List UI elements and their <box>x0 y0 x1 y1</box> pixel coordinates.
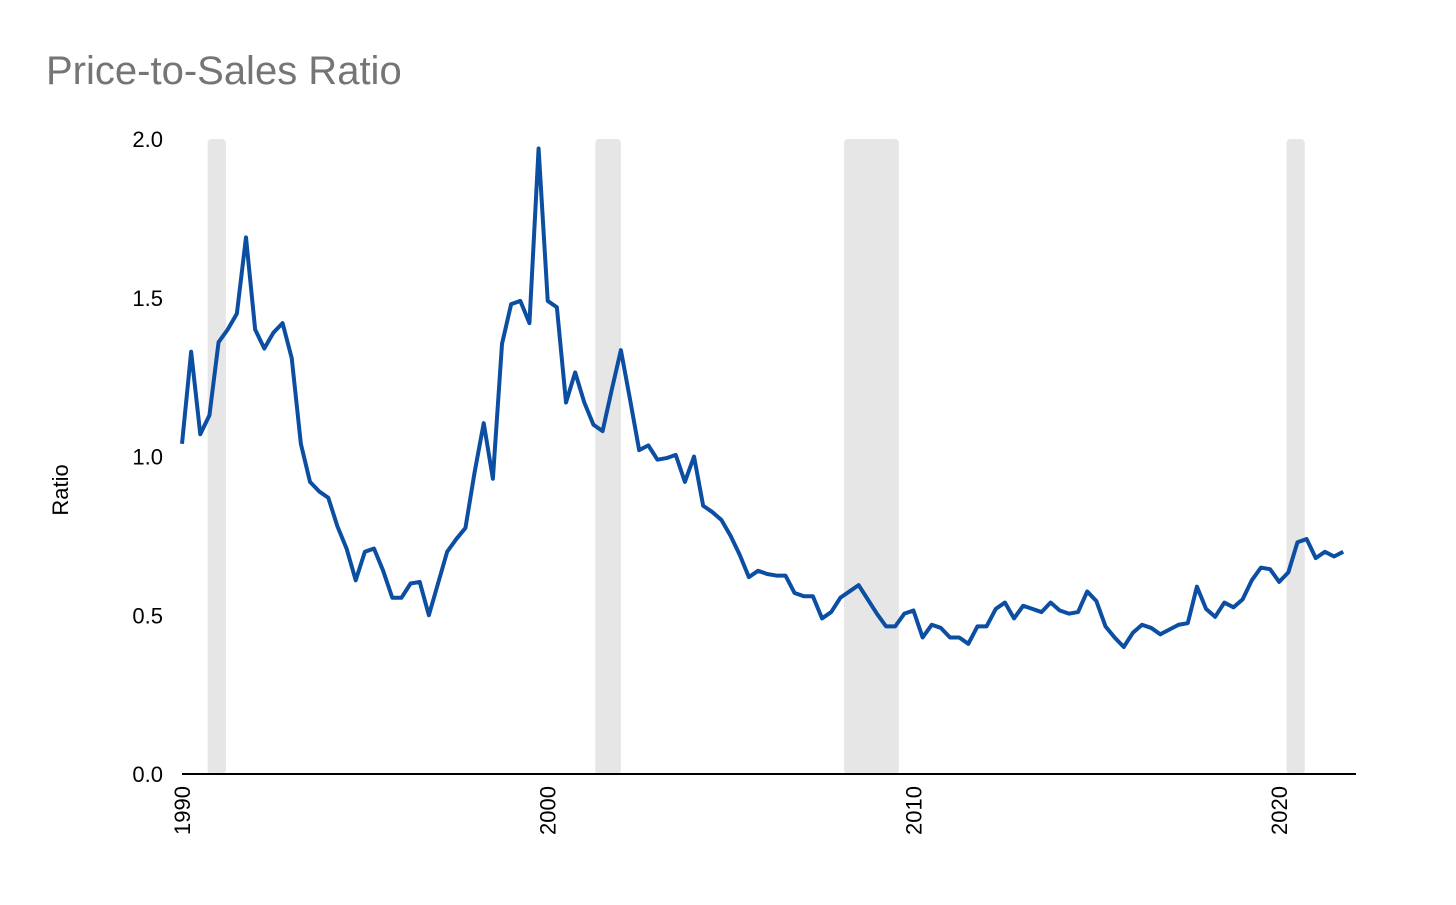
chart-title: Price-to-Sales Ratio <box>46 49 402 93</box>
y-tick-label: 2.0 <box>132 127 163 152</box>
x-tick-label: 1990 <box>170 786 195 835</box>
data-line <box>180 146 1345 649</box>
y-tick-label: 1.5 <box>132 286 163 311</box>
plot: 0.0 0.5 1.0 1.5 2.0 1990 2000 2010 2020 <box>132 127 1356 835</box>
recession-band <box>207 139 226 774</box>
x-tick-label: 2000 <box>536 786 561 835</box>
y-tick-label: 1.0 <box>132 445 163 470</box>
y-tick-label: 0.5 <box>132 603 163 628</box>
y-tick-label: 0.0 <box>132 762 163 787</box>
recession-band <box>595 139 621 774</box>
recession-band <box>843 139 899 774</box>
x-tick-label: 2010 <box>901 786 926 835</box>
x-tick-label: 2020 <box>1267 786 1292 835</box>
y-axis-label: Ratio <box>48 464 73 515</box>
recession-band <box>1286 139 1305 774</box>
recession-bands <box>207 139 1305 774</box>
